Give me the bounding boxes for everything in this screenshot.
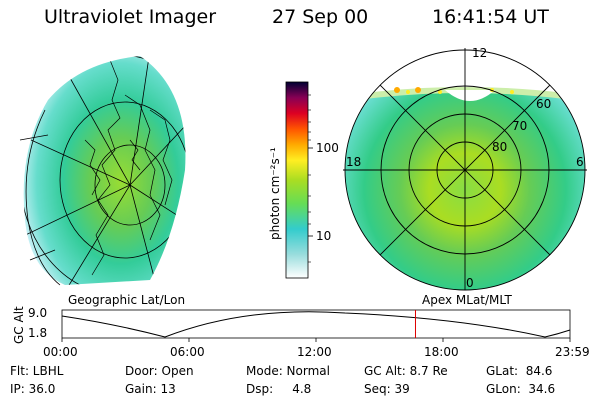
geo-coastlines (84, 59, 173, 276)
colorbar-unit-label: photon cm⁻²s⁻¹ (268, 147, 282, 240)
status-door: Door: Open (125, 364, 194, 378)
status-gain: Gain: 13 (125, 382, 176, 396)
altitude-curve (61, 311, 571, 338)
mlt-label-18: 18 (346, 155, 362, 169)
status-mode: Mode: Normal (246, 364, 330, 378)
apex-caption: Apex MLat/MLT (422, 293, 512, 307)
apex-bright-spot (415, 87, 421, 93)
apex-panel (343, 48, 587, 291)
colorbar (285, 81, 313, 279)
colorbar-tick-100: 100 (316, 141, 339, 155)
status-glat: GLat: 84.6 (486, 364, 553, 378)
status-glon: GLon: 34.6 (486, 382, 556, 396)
status-seq: Seq: 39 (364, 382, 410, 396)
colorbar-scale (285, 81, 309, 279)
status-filter: Flt: LBHL (10, 364, 64, 378)
date-label: 27 Sep 00 (272, 6, 369, 28)
mlt-label-12: 12 (472, 46, 488, 60)
timeline-xtick: 18:00 (424, 345, 459, 359)
apex-bright-spot (438, 90, 442, 94)
timeline-xtick: 06:00 (170, 345, 205, 359)
apex-dayside-gap (445, 90, 495, 101)
geo-border-arcs (19, 109, 61, 286)
mlat-label-80: 80 (492, 140, 508, 154)
geo-grid (23, 56, 186, 285)
mlt-label-6: 6 (576, 155, 584, 169)
status-dsp: Dsp: 4.8 (246, 382, 312, 396)
apex-bright-spot (394, 87, 400, 93)
mlat-label-60: 60 (536, 97, 552, 111)
colorbar-minor-ticks (308, 94, 311, 263)
mlt-label-0: 0 (466, 276, 474, 290)
mlat-label-70: 70 (512, 119, 528, 133)
status-gc-alt: GC Alt: 8.7 Re (364, 364, 448, 378)
timeline-xtick: 12:00 (297, 345, 332, 359)
apex-bright-spot (510, 90, 514, 94)
instrument-title: Ultraviolet Imager (44, 6, 217, 28)
geographic-panel (19, 56, 186, 286)
colorbar-tick-10: 10 (316, 229, 332, 243)
altitude-timeline (61, 309, 571, 342)
apex-bright-spot (406, 90, 410, 94)
time-label: 16:41:54 UT (432, 6, 549, 28)
timeline-xtick: 23:59 (555, 345, 590, 359)
timeline-xtick: 00:00 (43, 345, 78, 359)
apex-grid (343, 48, 587, 291)
timeline-ticks (61, 338, 571, 342)
timeline-frame (61, 309, 571, 339)
geographic-caption: Geographic Lat/Lon (68, 293, 186, 307)
status-ip: IP: 36.0 (10, 382, 56, 396)
timeline-ytick-min: 1.8 (28, 326, 48, 340)
timeline-ytick-max: 9.0 (28, 306, 48, 320)
timeline-ylabel: GC Alt (12, 306, 26, 344)
